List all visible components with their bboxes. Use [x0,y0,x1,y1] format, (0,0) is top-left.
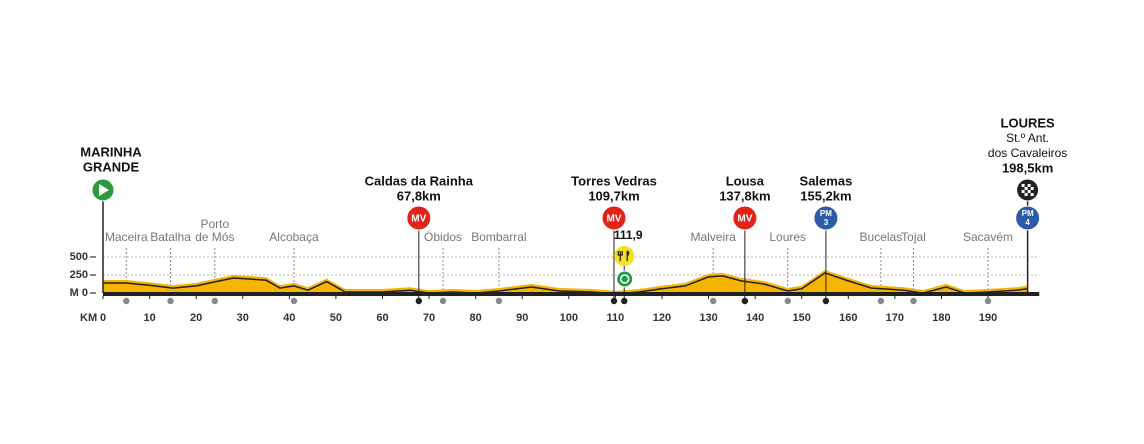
y-tick-label: 500 [70,251,88,263]
place-dot [439,297,447,305]
place-label: Alcobaça [269,230,319,244]
climb-dot [610,297,618,305]
place-label: Sacavém [963,230,1013,244]
x-tick-label: 20 [190,312,202,324]
x-tick-label: 40 [283,312,295,324]
place-dot [910,297,917,305]
climb-km: 109,7km [588,188,639,203]
place-dot [495,297,503,305]
badge-label: PM [820,209,832,218]
finish-subname: St.º Ant. [1006,131,1049,145]
x-tick-label: 50 [330,312,342,324]
climb-name: Caldas da Rainha [365,173,474,188]
climb-name: Torres Vedras [571,173,657,188]
finish-km: 198,5km [1002,160,1053,175]
place-label: Porto [200,217,229,231]
x-tick-label: 60 [376,312,388,324]
feed-icon [614,246,635,266]
climb-dot [741,297,749,305]
badge [406,205,432,231]
place-dot [784,297,791,305]
x-tick-label: 170 [886,312,904,324]
finish-check [1024,187,1028,190]
finish-check [1030,187,1034,190]
place-dot [709,297,717,305]
start-name: GRANDE [83,159,140,174]
finish-check [1030,193,1034,196]
place-dot [167,297,174,305]
elevation-line [103,272,1028,295]
x-tick-label: 190 [979,312,997,324]
x-axis-label: KM [80,312,97,324]
place-dot [290,297,298,305]
place-label: Bombarral [471,230,526,244]
x-tick-label: 160 [839,312,857,324]
y-tick-label: 250 [70,269,88,281]
place-label: Loures [769,230,806,244]
climb-km: 137,8km [719,188,770,203]
place-label: Maceira [105,230,148,244]
place-dot [123,297,130,305]
badge [1015,205,1041,231]
badge [813,205,839,231]
badge-label: MV [737,214,752,225]
place-label: Bucelas [860,230,903,244]
badge-label: 3 [824,218,829,227]
x-tick-label: 0 [100,312,106,324]
y-tick-label: M 0 [70,287,88,299]
finish-check [1021,184,1025,187]
x-tick-label: 130 [699,312,717,324]
feed-dot [621,297,628,305]
start-arrow [99,184,109,196]
x-tick-label: 30 [237,312,249,324]
finish-subname: dos Cavaleiros [988,146,1067,160]
finish-name: LOURES [1001,115,1056,130]
x-tick-label: 10 [143,312,155,324]
x-axis-bar [103,292,1040,296]
finish-check [1021,190,1025,193]
place-label: Tojal [901,230,926,244]
x-tick-label: 70 [423,312,435,324]
feed-fork [617,250,630,261]
x-tick-label: 90 [516,312,528,324]
badge [601,205,627,231]
x-tick-label: 80 [470,312,482,324]
badge-label: PM [1022,209,1034,218]
sprint-icon [616,270,634,288]
climb-km: 155,2km [800,188,851,203]
place-dot [984,297,992,305]
finish-check [1027,190,1031,193]
climb-name: Lousa [726,173,765,188]
x-tick-label: 100 [560,312,578,324]
place-dot [877,297,885,305]
x-tick-label: 140 [746,312,764,324]
place-label: de Mós [195,230,234,244]
badge [732,205,758,231]
sprint-icon-inner [619,274,630,284]
climb-name: Salemas [800,173,853,188]
place-label: Malveira [691,230,737,244]
climb-km: 67,8km [397,188,441,203]
climb-dot [822,297,830,305]
x-tick-label: 180 [932,312,950,324]
start-name: MARINHA [80,144,142,159]
place-label: Batalha [150,230,191,244]
badge-label: MV [606,214,621,225]
x-tick-label: 110 [607,312,625,324]
x-tick-label: 150 [793,312,811,324]
badge-label: 4 [1025,218,1030,227]
finish-check [1027,184,1031,187]
place-dot [211,297,218,305]
x-tick-label: 120 [653,312,671,324]
climb-dot [415,297,423,305]
place-label: Óbidos [424,229,462,244]
finish-check [1024,193,1028,196]
elevation-area [103,269,1028,293]
feed-label: 111,9 [614,228,643,242]
badge-label: MV [411,214,426,225]
